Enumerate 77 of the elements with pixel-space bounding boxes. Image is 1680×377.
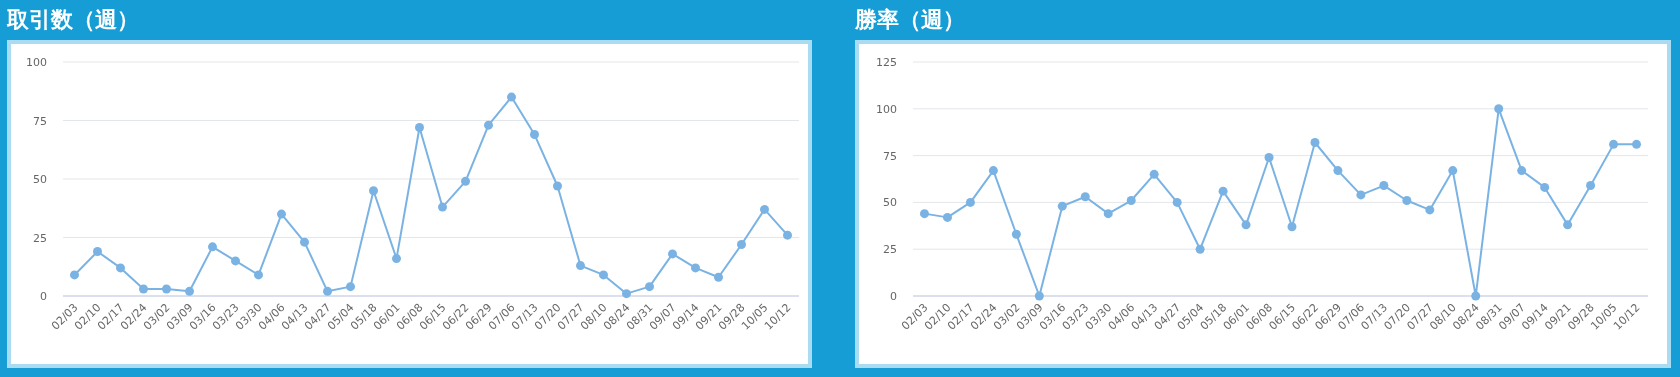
point <box>116 263 125 273</box>
point <box>392 254 401 264</box>
point <box>668 249 677 259</box>
point <box>576 261 585 271</box>
point <box>484 120 493 130</box>
point <box>530 130 539 140</box>
point <box>919 209 929 219</box>
point <box>1379 181 1389 191</box>
point <box>70 270 79 280</box>
y-tick-label: 50 <box>33 173 47 186</box>
point <box>1149 169 1159 179</box>
point <box>1517 166 1527 176</box>
point <box>1471 291 1481 301</box>
point <box>737 240 746 250</box>
point <box>988 166 998 176</box>
point <box>1195 244 1205 254</box>
point <box>1563 220 1573 230</box>
point <box>1540 182 1550 192</box>
point <box>622 289 631 299</box>
point <box>1034 291 1044 301</box>
point <box>93 247 102 257</box>
y-tick-label: 125 <box>876 56 897 69</box>
point <box>254 270 263 280</box>
point <box>162 284 171 294</box>
point <box>415 123 424 133</box>
point <box>1448 166 1458 176</box>
point <box>346 282 355 292</box>
chart-title: 勝率（週） <box>854 7 965 32</box>
point <box>1264 152 1274 162</box>
y-tick-label: 50 <box>883 196 897 210</box>
point <box>1609 139 1619 149</box>
point <box>1172 197 1182 207</box>
chart-title: 取引数（週） <box>6 7 139 32</box>
point <box>783 230 792 240</box>
point <box>1011 229 1021 239</box>
point <box>1425 205 1435 215</box>
point <box>507 92 516 102</box>
point <box>1126 196 1136 206</box>
y-tick-label: 25 <box>33 231 47 245</box>
point <box>691 263 700 273</box>
point <box>1241 220 1251 230</box>
point <box>1494 104 1504 114</box>
point <box>965 197 975 207</box>
y-tick-label: 100 <box>26 56 47 69</box>
point <box>208 242 217 252</box>
point <box>1080 192 1090 202</box>
point <box>1218 186 1228 196</box>
point <box>1103 209 1113 219</box>
point <box>645 282 654 292</box>
point <box>553 181 562 191</box>
point <box>323 286 332 296</box>
point <box>300 237 309 247</box>
point <box>1287 222 1297 232</box>
point <box>1310 138 1320 147</box>
point <box>942 212 952 222</box>
point <box>1586 181 1596 191</box>
point <box>760 204 769 214</box>
point <box>1057 201 1067 211</box>
point <box>369 186 378 196</box>
point <box>599 270 608 280</box>
y-tick-label: 0 <box>40 290 47 303</box>
point <box>1402 196 1412 206</box>
point <box>461 176 470 186</box>
y-tick-label: 25 <box>883 243 897 257</box>
point <box>438 202 447 212</box>
point <box>185 286 194 296</box>
point <box>714 272 723 282</box>
point <box>1333 166 1343 176</box>
point <box>277 209 286 219</box>
y-tick-label: 100 <box>876 102 897 116</box>
y-tick-label: 75 <box>33 114 47 128</box>
point <box>231 256 240 266</box>
y-tick-label: 75 <box>883 149 897 163</box>
point <box>139 284 148 294</box>
y-tick-label: 0 <box>890 290 897 303</box>
point <box>1356 190 1366 200</box>
point <box>1632 139 1642 149</box>
